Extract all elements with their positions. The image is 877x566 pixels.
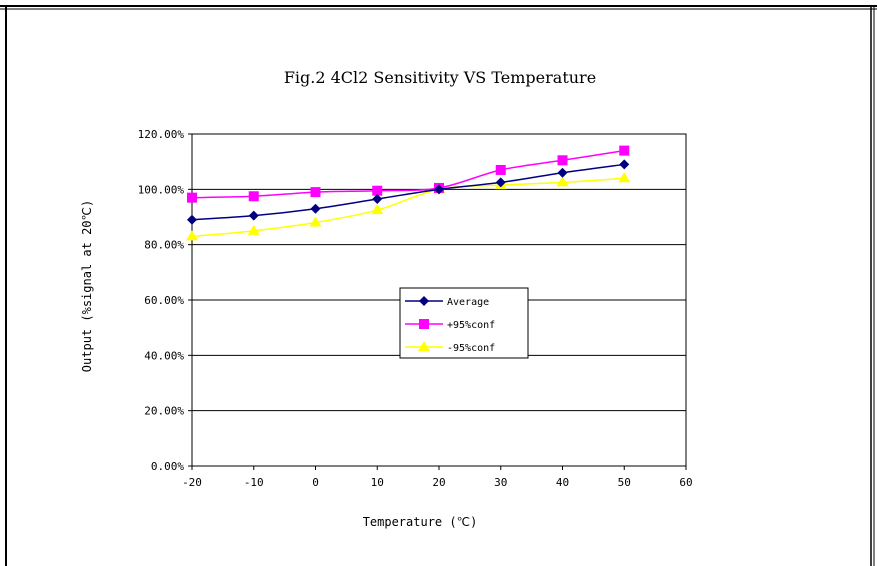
x-tick-label: 20 xyxy=(432,476,445,489)
y-tick-label: 40.00% xyxy=(144,349,184,362)
y-tick-label: 60.00% xyxy=(144,294,184,307)
data-point xyxy=(248,210,259,221)
x-tick-label: 60 xyxy=(679,476,692,489)
series-line-3 xyxy=(191,177,625,238)
series-line-2 xyxy=(191,149,625,199)
legend-label: +95%conf xyxy=(447,320,495,331)
legend-label: Average xyxy=(447,297,489,308)
y-tick-label: 0.00% xyxy=(151,460,184,473)
legend-swatch-marker xyxy=(419,319,429,329)
x-tick-label: 10 xyxy=(371,476,384,489)
data-point xyxy=(495,164,506,175)
data-point xyxy=(186,230,198,241)
x-tick-label: 30 xyxy=(494,476,507,489)
data-point xyxy=(310,187,321,198)
x-tick-label: 40 xyxy=(556,476,569,489)
y-tick-label: 20.00% xyxy=(144,405,184,418)
data-point xyxy=(248,191,259,202)
data-point xyxy=(187,214,197,225)
data-point xyxy=(618,172,631,183)
y-tick-label: 120.00% xyxy=(138,128,185,141)
y-axis-label: Output (%signal at 20℃) xyxy=(80,200,94,372)
data-point xyxy=(557,167,568,178)
x-axis-label: Temperature (℃) xyxy=(363,515,478,529)
data-point xyxy=(372,185,383,196)
data-point xyxy=(247,224,260,235)
data-point xyxy=(372,194,383,205)
x-tick-label: 50 xyxy=(618,476,631,489)
chart-title: Fig.2 4Cl2 Sensitivity VS Temperature xyxy=(284,68,596,87)
data-point xyxy=(495,177,506,188)
data-point xyxy=(309,216,322,227)
legend-swatch-marker xyxy=(419,296,429,306)
x-tick-label: -20 xyxy=(182,476,202,489)
y-tick-label: 100.00% xyxy=(138,183,185,196)
x-tick-label: 0 xyxy=(312,476,319,489)
y-tick-label: 80.00% xyxy=(144,239,184,252)
data-point xyxy=(310,203,321,214)
data-point xyxy=(434,184,444,195)
legend: Average +95%conf -95%conf xyxy=(399,287,529,359)
legend-swatch-marker xyxy=(418,341,430,351)
data-point xyxy=(187,192,197,203)
data-point xyxy=(619,159,630,170)
data-point xyxy=(371,204,384,215)
data-point xyxy=(619,145,630,156)
legend-label: -95%conf xyxy=(447,343,495,354)
series-line-1 xyxy=(191,163,625,221)
x-tick-label: -10 xyxy=(244,476,264,489)
data-point xyxy=(556,176,569,187)
data-point xyxy=(557,155,568,166)
